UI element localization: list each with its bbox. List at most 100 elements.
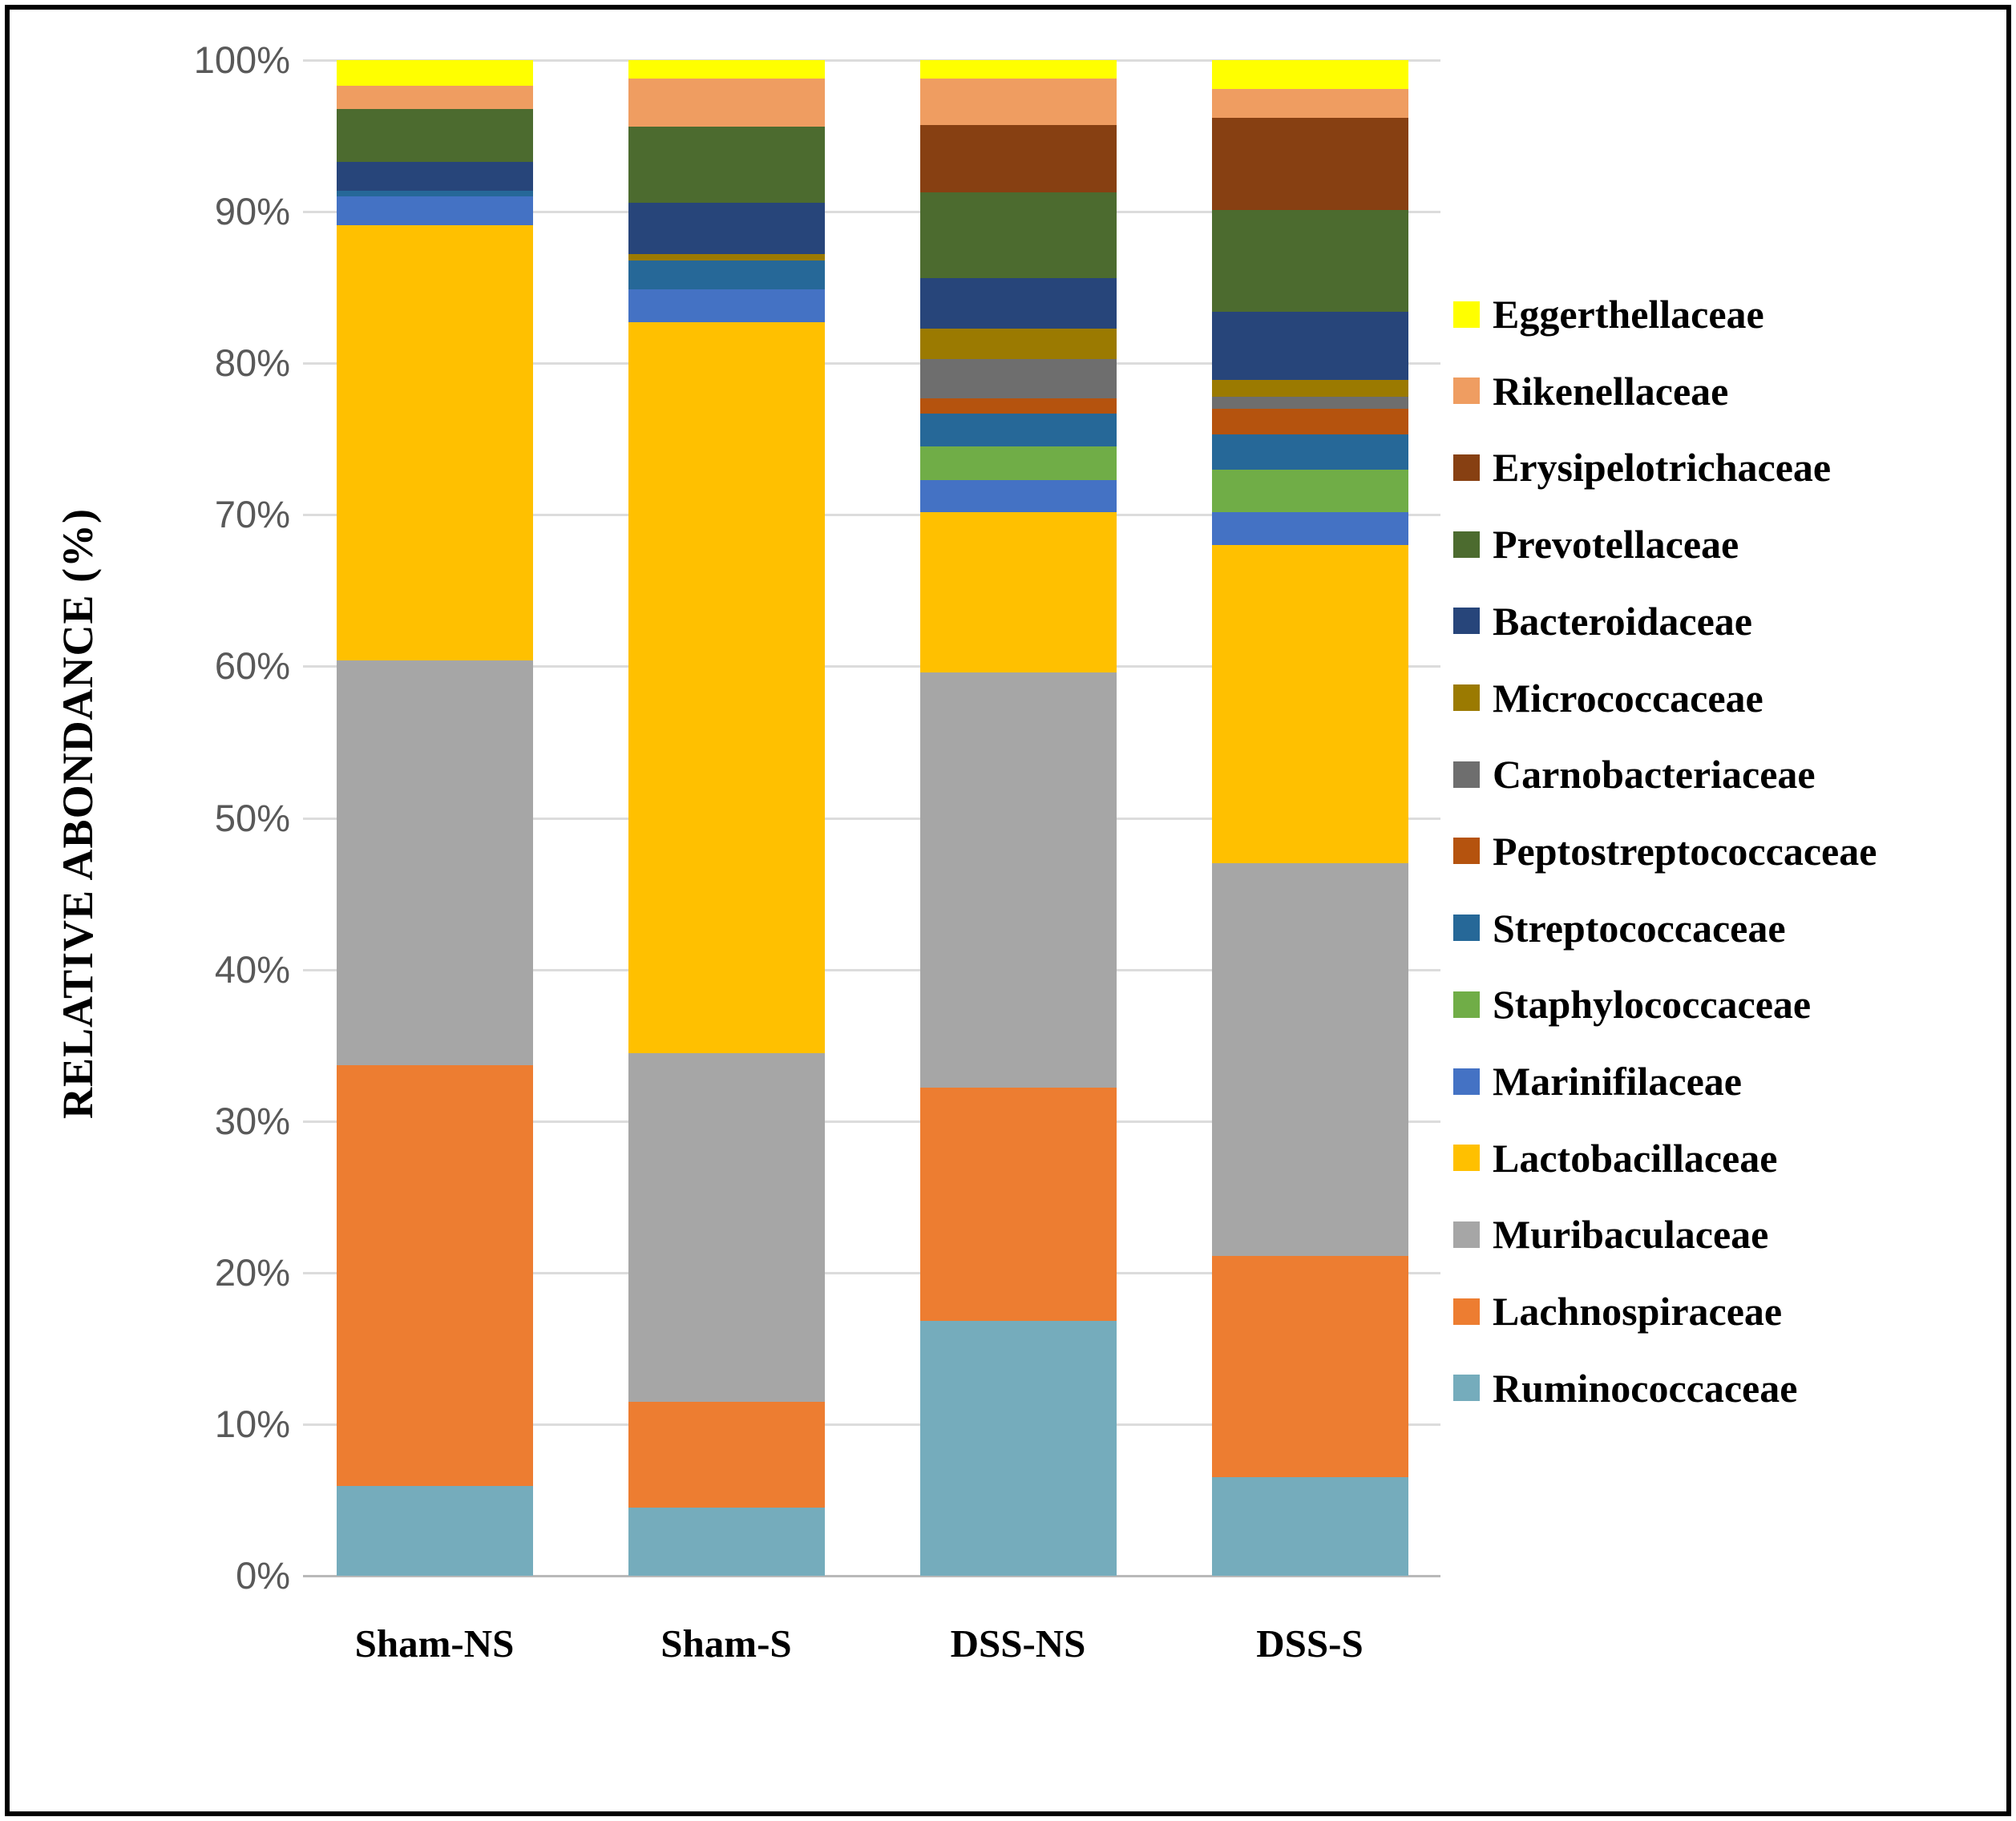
bar-segment-Ruminococcaceae — [628, 1507, 825, 1576]
bar-segment-Muribaculaceae — [628, 1052, 825, 1402]
bar-segment-Lactobacillaceae — [336, 225, 533, 660]
y-tick-label: 100% — [193, 38, 290, 81]
legend-swatch-icon — [1453, 684, 1480, 711]
legend-label: Muribaculaceae — [1493, 1212, 1769, 1258]
legend-swatch-icon — [1453, 761, 1480, 788]
y-tick-label: 20% — [214, 1250, 290, 1294]
bar-segment-Prevotellaceae — [919, 192, 1117, 279]
bar-segment-Ruminococcaceae — [336, 1486, 533, 1576]
y-axis-title: RELATIVE ABONDANCE (%) — [54, 507, 102, 1120]
bar-segment-Peptostreptococcaceae — [1211, 408, 1408, 435]
gridline — [303, 1271, 1440, 1274]
y-tick-label: 30% — [214, 1099, 290, 1142]
legend-item-Muribaculaceae: Muribaculaceae — [1453, 1209, 1768, 1260]
legend-item-Ruminococcaceae: Ruminococcaceae — [1453, 1363, 1797, 1414]
bar-segment-Carnobacteriaceae — [1211, 396, 1408, 409]
bar-segment-Micrococcaceae — [1211, 380, 1408, 397]
x-axis-label-Sham-NS: Sham-NS — [354, 1621, 515, 1666]
gridline — [303, 514, 1440, 517]
bar-segment-Bacteroidaceae — [1211, 311, 1408, 381]
legend-swatch-icon — [1453, 454, 1480, 481]
gridline — [303, 817, 1440, 820]
legend-item-Staphylococcaceae: Staphylococcaceae — [1453, 979, 1811, 1030]
bar-segment-Lactobacillaceae — [628, 322, 825, 1053]
legend-swatch-icon — [1453, 1375, 1480, 1402]
bar-segment-Muribaculaceae — [919, 672, 1117, 1088]
bar-segment-Lachnospiraceae — [628, 1401, 825, 1508]
gridline — [303, 968, 1440, 971]
legend-label: Staphylococcaceae — [1493, 982, 1812, 1028]
legend-item-Lactobacillaceae: Lactobacillaceae — [1453, 1133, 1777, 1184]
x-axis-baseline — [303, 1575, 1440, 1577]
bar-segment-Marinifilaceae — [336, 196, 533, 226]
bar-segment-Eggerthellaceae — [919, 60, 1117, 79]
legend-item-Marinifilaceae: Marinifilaceae — [1453, 1056, 1742, 1107]
y-tick-label: 80% — [214, 341, 290, 385]
y-tick-label: 10% — [214, 1402, 290, 1445]
bar-segment-Peptostreptococcaceae — [919, 398, 1117, 414]
legend-swatch-icon — [1453, 378, 1480, 405]
gridline — [303, 59, 1440, 62]
legend-label: Micrococcaceae — [1493, 675, 1763, 721]
legend-label: Lachnospiraceae — [1493, 1289, 1783, 1334]
stacked-bar-Sham-S — [628, 60, 825, 1576]
bar-segment-Marinifilaceae — [919, 479, 1117, 512]
bar-segment-Lachnospiraceae — [1211, 1256, 1408, 1478]
bar-segment-Bacteroidaceae — [336, 161, 533, 191]
bar-segment-Prevotellaceae — [628, 127, 825, 203]
legend-label: Marinifilaceae — [1493, 1059, 1742, 1104]
stacked-bar-Sham-NS — [336, 60, 533, 1576]
legend-swatch-icon — [1453, 531, 1480, 558]
bar-segment-Lactobacillaceae — [1211, 545, 1408, 864]
bar-segment-Eggerthellaceae — [628, 60, 825, 79]
bar-segment-Lactobacillaceae — [919, 511, 1117, 672]
legend-item-Bacteroidaceae: Bacteroidaceae — [1453, 596, 1752, 647]
bar-segment-Eggerthellaceae — [336, 60, 533, 87]
gridline — [303, 211, 1440, 214]
bar-segment-Lachnospiraceae — [336, 1064, 533, 1487]
bar-segment-Staphylococcaceae — [1211, 469, 1408, 512]
bar-segment-Ruminococcaceae — [919, 1321, 1117, 1576]
bar-segment-Prevotellaceae — [1211, 210, 1408, 312]
bar-segment-Streptococcaceae — [336, 190, 533, 197]
bar-segment-Muribaculaceae — [1211, 863, 1408, 1256]
legend-item-Peptostreptococcaceae: Peptostreptococcaceae — [1453, 826, 1877, 877]
bar-segment-Streptococcaceae — [628, 260, 825, 289]
legend-item-Streptococcaceae: Streptococcaceae — [1453, 902, 1786, 954]
bar-segment-Erysipelotrichaceae — [919, 125, 1117, 192]
gridline — [303, 362, 1440, 365]
y-tick-label: 60% — [214, 644, 290, 688]
legend-label: Rikenellaceae — [1493, 368, 1729, 414]
bar-segment-Streptococcaceae — [1211, 434, 1408, 470]
legend-swatch-icon — [1453, 1068, 1480, 1095]
x-axis-label-Sham-S: Sham-S — [661, 1621, 792, 1666]
bar-segment-Erysipelotrichaceae — [1211, 117, 1408, 211]
legend-item-Eggerthellaceae: Eggerthellaceae — [1453, 289, 1764, 340]
bar-segment-Muribaculaceae — [336, 660, 533, 1065]
legend-swatch-icon — [1453, 1145, 1480, 1172]
bar-segment-Streptococcaceae — [919, 413, 1117, 447]
bar-segment-Rikenellaceae — [628, 78, 825, 127]
legend-swatch-icon — [1453, 991, 1480, 1018]
legend-swatch-icon — [1453, 1221, 1480, 1248]
legend-label: Eggerthellaceae — [1493, 292, 1764, 337]
legend-swatch-icon — [1453, 915, 1480, 942]
legend-label: Peptostreptococcaceae — [1493, 828, 1877, 874]
bar-segment-Bacteroidaceae — [628, 202, 825, 255]
bar-segment-Marinifilaceae — [628, 289, 825, 323]
bar-segment-Staphylococcaceae — [919, 446, 1117, 480]
gridline — [303, 1423, 1440, 1426]
legend-item-Carnobacteriaceae: Carnobacteriaceae — [1453, 749, 1816, 800]
bar-segment-Ruminococcaceae — [1211, 1477, 1408, 1576]
legend-label: Carnobacteriaceae — [1493, 752, 1816, 797]
y-tick-label: 0% — [236, 1554, 290, 1597]
legend-swatch-icon — [1453, 301, 1480, 328]
bar-segment-Rikenellaceae — [919, 78, 1117, 126]
bar-segment-Micrococcaceae — [628, 254, 825, 260]
bar-segment-Lachnospiraceae — [919, 1088, 1117, 1322]
y-tick-label: 90% — [214, 190, 290, 233]
bar-segment-Prevotellaceae — [336, 108, 533, 162]
bar-segment-Rikenellaceae — [336, 86, 533, 109]
legend-label: Ruminococcaceae — [1493, 1365, 1798, 1411]
